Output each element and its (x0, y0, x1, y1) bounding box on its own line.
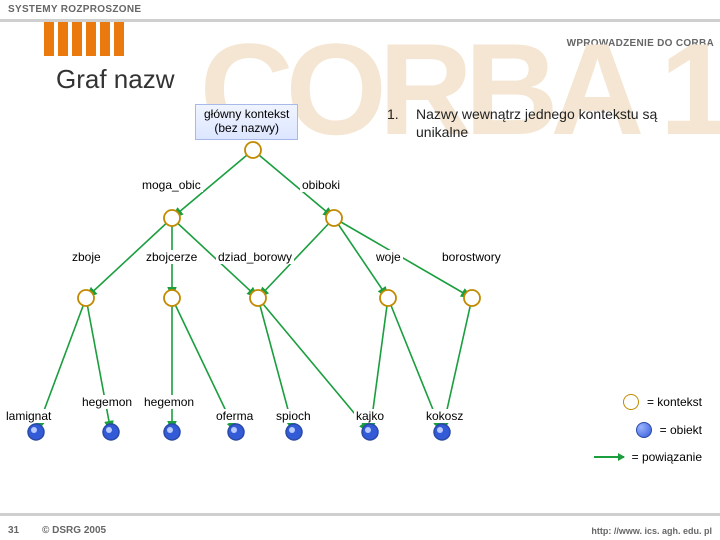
edge-label-kokosz: kokosz (424, 409, 465, 423)
root-line2: (bez nazwy) (204, 122, 289, 136)
edge-label-borostwory: borostwory (440, 250, 503, 264)
context-icon (623, 394, 639, 410)
edge-label-zboje: zboje (70, 250, 103, 264)
legend-context: = kontekst (623, 394, 702, 410)
edge-label-dziad-borowy: dziad_borowy (216, 250, 294, 264)
binding-icon (594, 456, 624, 458)
edge-label-lamignat: lamignat (4, 409, 53, 423)
object-icon (636, 422, 652, 438)
edge-label-kajko: kajko (354, 409, 386, 423)
edge-label-spioch: spioch (274, 409, 313, 423)
edge-label-moga-obic: moga_obic (140, 178, 203, 192)
edge-label-hegemon-2: hegemon (142, 395, 196, 409)
root-context-box: główny kontekst (bez nazwy) (195, 104, 298, 140)
content: Graf nazw 1. Nazwy wewnątrz jednego kont… (0, 0, 720, 540)
root-line1: główny kontekst (204, 108, 289, 122)
legend-binding-label: = powiązanie (632, 450, 702, 464)
edge-label-zbojcerze: zbojcerze (144, 250, 199, 264)
edge-label-oferma: oferma (214, 409, 255, 423)
edge-label-woje: woje (374, 250, 403, 264)
legend-object-label: = obiekt (660, 423, 702, 437)
edge-label-obiboki: obiboki (300, 178, 342, 192)
edge-label-hegemon-1: hegemon (80, 395, 134, 409)
legend-binding: = powiązanie (594, 450, 702, 464)
legend-context-label: = kontekst (647, 395, 702, 409)
legend-object: = obiekt (636, 422, 702, 438)
